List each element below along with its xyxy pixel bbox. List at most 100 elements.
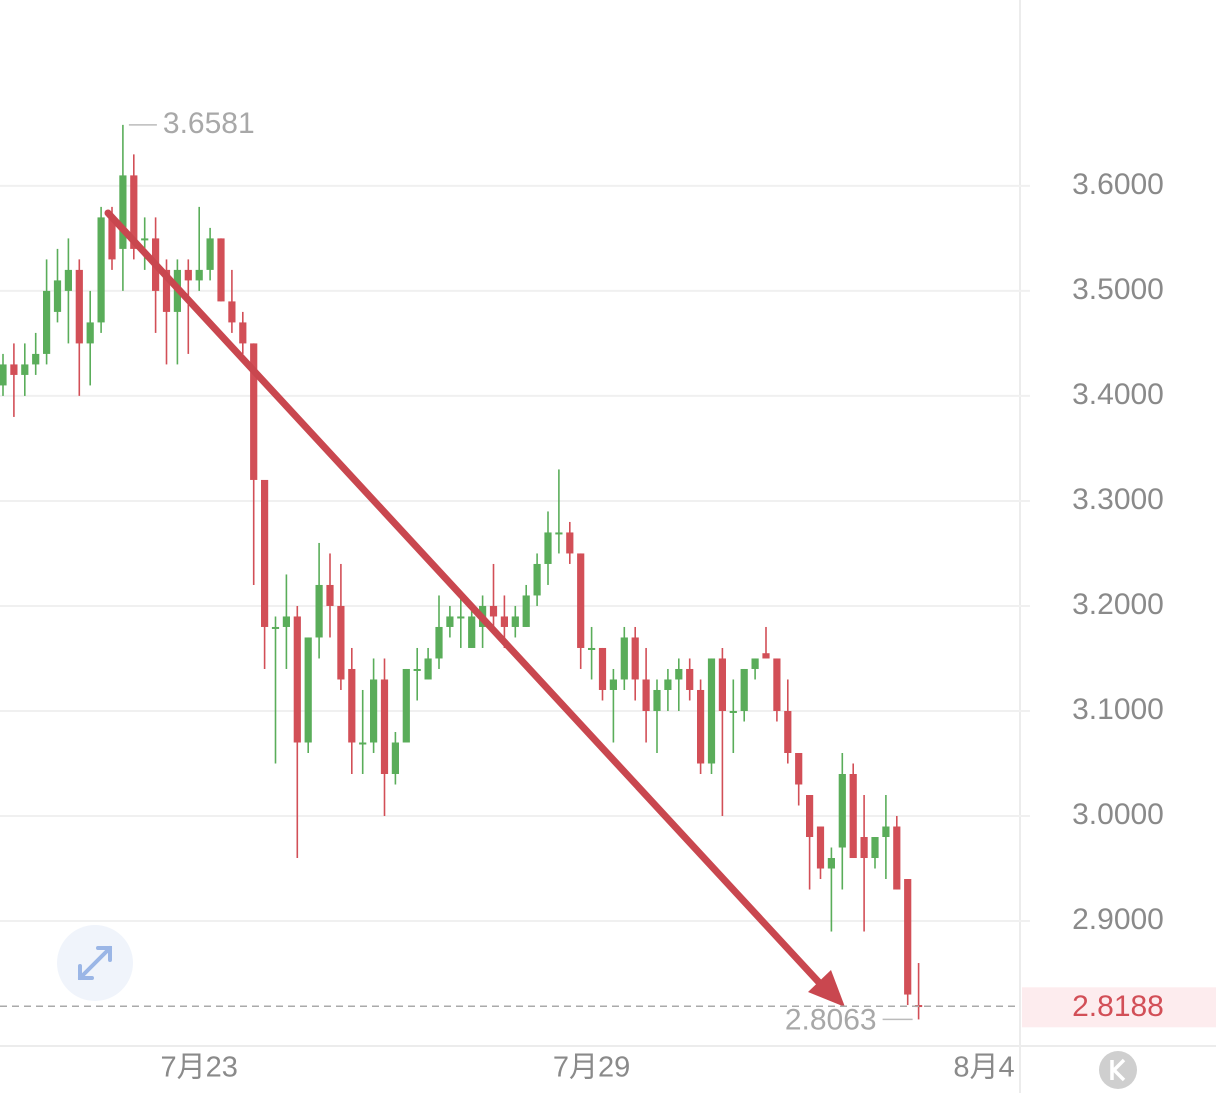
candle-body [217,238,225,302]
candle-body [588,647,596,650]
candle-body [228,301,236,323]
candle-body [882,826,890,838]
candle-body [686,668,694,690]
candle-body [577,553,585,648]
candle-body [544,532,552,564]
k-button[interactable] [1099,1051,1137,1089]
max-label: 3.6581 [163,107,255,140]
current-price-bg [1022,987,1216,1028]
candle-body [468,616,476,648]
candle-body [806,795,814,838]
candle-body [86,322,94,344]
candle-body [108,217,116,260]
candle-body [500,616,508,627]
candle-body [566,532,574,554]
candle-body [97,217,105,323]
min-label: 2.8063 [785,1003,877,1036]
expand-button[interactable] [57,925,133,1001]
candle-body [293,616,301,743]
candle-body [522,595,530,627]
k-button-bg[interactable] [1099,1051,1137,1089]
x-tick-label: 7月29 [553,1052,630,1084]
candle-body [348,668,356,743]
y-tick-label: 3.1000 [1072,693,1164,726]
candle-body [250,343,258,480]
y-tick-label: 3.6000 [1072,168,1164,201]
candle-body [239,322,247,344]
candle-body [370,679,378,743]
candle-body [271,626,280,629]
candle-body [261,479,269,627]
candle-body [751,658,759,669]
x-tick-label: 7月23 [161,1052,238,1084]
candle-body [402,668,410,743]
y-tick-label: 3.0000 [1072,798,1164,831]
candle-body [21,364,29,375]
candle-body [718,658,726,711]
x-tick-label: 8月4 [953,1052,1014,1084]
candle-body [631,637,639,680]
candle-body [337,605,345,680]
y-tick-label: 3.3000 [1072,483,1164,516]
candle-body [533,563,541,596]
candle-body [609,679,617,690]
candle-body [457,616,465,619]
candle-body [675,668,683,680]
candle-body [555,532,563,535]
candle-body [326,584,334,606]
arrow-head [808,970,845,1007]
candle-body [10,364,18,375]
candle-body [893,826,901,890]
candle-body [424,658,432,680]
candle-body [860,837,868,859]
candle-body [762,653,770,659]
candle-body [162,269,171,312]
candle-body [446,616,454,627]
labels: 2.9000 3.0000 3.1000 3.2000 3.3000 3.4000 3.50… [0,107,1216,1084]
candle-body [391,742,399,774]
candle-body [43,290,51,354]
candle-body [849,773,857,859]
candle-body [282,616,290,627]
arrow-shaft [104,209,830,994]
candle-body [664,679,672,690]
candle-body [598,647,607,690]
y-tick-label: 2.9000 [1072,903,1164,936]
candle-body [435,626,443,659]
candle-body [206,238,214,270]
candle-body [729,710,737,713]
candle-body [141,238,149,241]
candle-body [795,752,803,785]
candle-body [359,742,367,745]
candle-body [784,710,792,753]
candle-body [827,858,835,869]
y-tick-label: 3.2000 [1072,588,1164,621]
candle-body [489,605,498,617]
candle-body [75,269,83,344]
trend-arrow [104,209,845,1007]
candle-body [653,689,661,711]
expand-icon[interactable] [78,946,112,980]
candle-body [119,175,127,249]
candle-body [32,353,40,365]
y-tick-label: 3.5000 [1072,273,1164,306]
candle-body [413,668,421,671]
candle-body [511,616,519,627]
candle-body [315,584,323,638]
candle-body [184,269,192,281]
k-icon[interactable] [1110,1058,1126,1082]
candle-body [64,269,72,291]
candle-body [816,826,825,869]
candle-body [130,175,138,249]
candle-body [904,879,912,995]
candle-body [642,679,650,711]
candle-body [707,658,716,764]
current-price-label: 2.8188 [1072,990,1164,1023]
candle-body [838,773,846,848]
candle-body [697,689,705,764]
y-tick-label: 3.4000 [1072,378,1164,411]
candle-body [53,280,62,312]
